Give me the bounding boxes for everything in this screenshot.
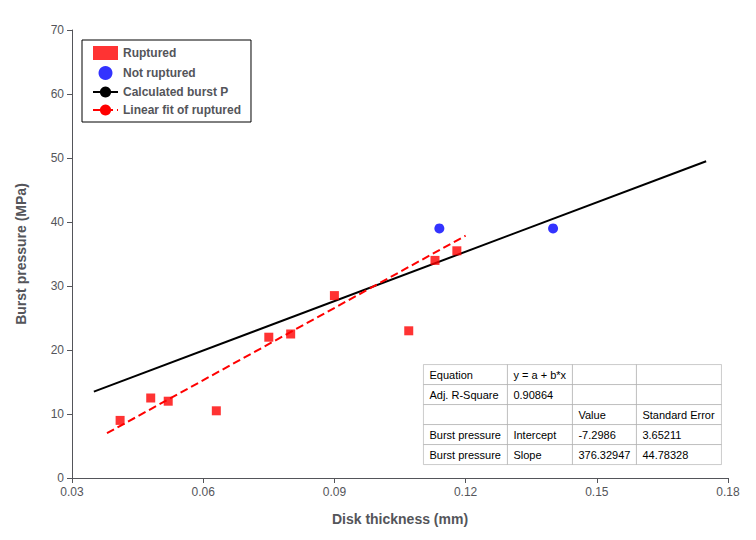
svg-text:0.03: 0.03: [60, 485, 84, 499]
svg-text:Slope: Slope: [513, 449, 541, 461]
svg-text:Linear fit of ruptured: Linear fit of ruptured: [123, 103, 241, 117]
svg-text:10: 10: [51, 407, 65, 421]
svg-text:0.06: 0.06: [192, 485, 216, 499]
svg-text:50: 50: [51, 151, 65, 165]
svg-text:Burst pressure (MPa): Burst pressure (MPa): [13, 183, 29, 325]
svg-text:30: 30: [51, 279, 65, 293]
svg-text:y = a + b*x: y = a + b*x: [513, 369, 566, 381]
svg-text:0.15: 0.15: [585, 485, 609, 499]
svg-text:0.09: 0.09: [323, 485, 347, 499]
svg-text:40: 40: [51, 215, 65, 229]
svg-text:60: 60: [51, 87, 65, 101]
svg-text:Standard Error: Standard Error: [642, 409, 714, 421]
svg-text:Equation: Equation: [429, 369, 472, 381]
svg-text:Adj. R-Square: Adj. R-Square: [429, 389, 498, 401]
svg-text:0.90864: 0.90864: [513, 389, 553, 401]
svg-text:Value: Value: [578, 409, 605, 421]
svg-text:0.12: 0.12: [454, 485, 478, 499]
svg-text:20: 20: [51, 343, 65, 357]
svg-text:Disk thickness (mm): Disk thickness (mm): [332, 511, 468, 527]
svg-text:Ruptured: Ruptured: [123, 46, 176, 60]
svg-text:Burst pressure: Burst pressure: [429, 429, 501, 441]
svg-text:3.65211: 3.65211: [642, 429, 681, 441]
svg-text:Burst pressure: Burst pressure: [429, 449, 501, 461]
svg-text:0: 0: [57, 471, 64, 485]
svg-text:376.32947: 376.32947: [578, 449, 630, 461]
svg-text:Calculated burst P: Calculated burst P: [123, 85, 228, 99]
svg-text:70: 70: [51, 23, 65, 37]
svg-text:0.18: 0.18: [716, 485, 740, 499]
svg-text:Not ruptured: Not ruptured: [123, 66, 196, 80]
svg-text:Intercept: Intercept: [513, 429, 556, 441]
svg-text:-7.2986: -7.2986: [578, 429, 615, 441]
svg-text:44.78328: 44.78328: [642, 449, 688, 461]
